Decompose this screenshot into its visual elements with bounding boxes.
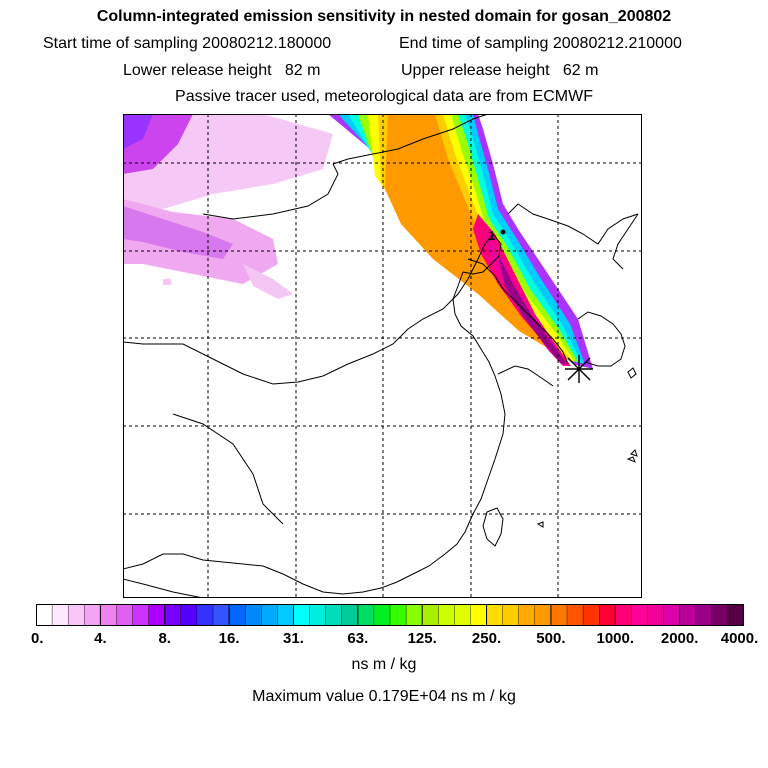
start-time-label: Start time of sampling 20080212.180000 <box>43 35 332 52</box>
colorbar-cell <box>357 604 375 626</box>
lower-release-label: Lower release height 82 m <box>123 62 321 79</box>
colorbar-cell <box>502 604 520 626</box>
colorbar-cell <box>84 604 101 626</box>
colorbar <box>36 604 744 626</box>
colorbar-cell <box>116 604 134 626</box>
colorbar-cell <box>261 604 278 626</box>
colorbar-cell <box>598 604 616 626</box>
colorbar-tick-label: 2000. <box>660 630 699 647</box>
colorbar-tick-label: 1000. <box>596 630 635 647</box>
colorbar-cell <box>582 604 600 626</box>
small-islands <box>536 367 638 528</box>
colorbar-cell <box>421 604 439 626</box>
colorbar-cell <box>228 604 246 626</box>
map-frame <box>123 114 642 598</box>
colorbar-cell <box>470 604 488 626</box>
colorbar-cell <box>67 604 85 626</box>
colorbar-tick-label: 500. <box>536 630 566 647</box>
colorbar-cell <box>695 604 713 626</box>
latlon-grid <box>123 114 642 598</box>
colorbar-cell <box>566 604 584 626</box>
plot-title: Column-integrated emission sensitivity i… <box>96 8 672 25</box>
colorbar-cell <box>293 604 311 626</box>
colorbar-cell <box>518 604 536 626</box>
sensitivity-map: 1 <box>123 114 642 598</box>
colorbar-cell <box>615 604 632 626</box>
tracer-label: Passive tracer used, meteorological data… <box>175 88 593 105</box>
colorbar-cell <box>550 604 568 626</box>
colorbar-cell <box>727 604 744 626</box>
sensitivity-plume <box>328 114 593 369</box>
colorbar-cell <box>244 604 262 626</box>
colorbar-cell <box>373 604 391 626</box>
taiwan-island <box>482 507 504 547</box>
colorbar-cell <box>663 604 681 626</box>
colorbar-cell <box>148 604 166 626</box>
colorbar-cell <box>405 604 423 626</box>
colorbar-cell <box>277 604 294 626</box>
colorbar-cell <box>51 604 69 626</box>
end-time-label: End time of sampling 20080212.210000 <box>399 35 682 52</box>
colorbar-cell <box>647 604 665 626</box>
colorbar-tick-label: 0. <box>30 630 44 647</box>
colorbar-cell <box>438 604 455 626</box>
coastline-borders <box>123 114 639 598</box>
colorbar-cell <box>309 604 327 626</box>
colorbar-cell <box>389 604 407 626</box>
colorbar-cell <box>711 604 729 626</box>
upper-release-label: Upper release height 62 m <box>401 62 599 79</box>
colorbar-cell <box>486 604 504 626</box>
maximum-value-label: Maximum value 0.179E+04 ns m / kg <box>252 688 516 705</box>
colorbar-cell <box>180 604 198 626</box>
colorbar-cell <box>341 604 359 626</box>
colorbar-cell <box>164 604 182 626</box>
release-marker-label: 1 <box>488 228 495 243</box>
colorbar-cell <box>631 604 648 626</box>
colorbar-cell <box>36 604 53 626</box>
colorbar-tick-label: 16. <box>218 630 240 647</box>
colorbar-tick-label: 4. <box>94 630 107 647</box>
receptor-star-icon <box>565 355 593 383</box>
colorbar-tick-label: 8. <box>158 630 171 647</box>
colorbar-cell <box>454 604 471 626</box>
colorbar-cell <box>534 604 552 626</box>
colorbar-cell <box>196 604 214 626</box>
colorbar-cell <box>132 604 150 626</box>
sensitivity-field-northwest <box>123 114 333 299</box>
colorbar-tick-label: 250. <box>471 630 502 647</box>
colorbar-tick-label: 4000. <box>720 630 759 647</box>
colorbar-cell <box>679 604 697 626</box>
colorbar-tick-label: 63. <box>347 630 369 647</box>
colorbar-tick-label: 125. <box>407 630 437 647</box>
colorbar-units: ns m / kg <box>351 656 417 673</box>
release-marker-dot <box>500 229 506 235</box>
colorbar-cell <box>325 604 343 626</box>
colorbar-frame <box>36 604 744 626</box>
colorbar-tick-label: 31. <box>283 630 304 647</box>
colorbar-cell <box>100 604 117 626</box>
colorbar-cell <box>212 604 230 626</box>
